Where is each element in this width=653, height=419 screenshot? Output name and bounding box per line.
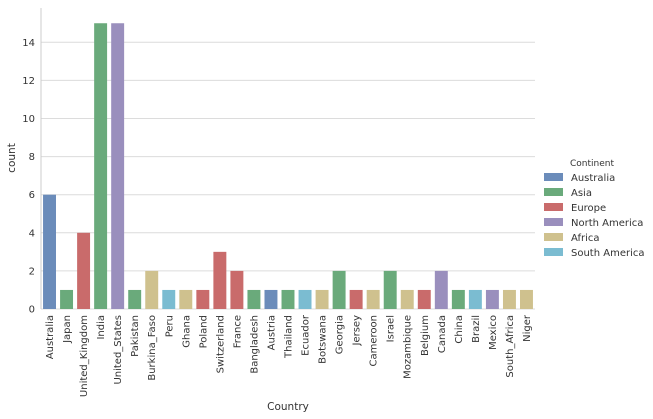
y-tick-label: 6 xyxy=(29,190,35,201)
bar-peru xyxy=(162,289,176,309)
bar-france xyxy=(230,270,244,309)
y-tick-label: 4 xyxy=(29,228,35,239)
x-tick-label: Niger xyxy=(522,314,533,342)
y-tick-label: 2 xyxy=(29,266,35,277)
x-tick-label: France xyxy=(232,315,243,348)
x-tick-label: Brazil xyxy=(471,315,482,343)
x-tick-label: Switzerland xyxy=(215,315,226,373)
x-tick-label: Mozambique xyxy=(403,315,414,379)
bar-pakistan xyxy=(128,289,142,309)
x-tick-label: Austria xyxy=(266,315,277,350)
legend-entry: Africa xyxy=(571,233,600,244)
bar-cameroon xyxy=(366,289,380,309)
legend-swatch-australia xyxy=(544,173,563,181)
bar-ghana xyxy=(179,289,193,309)
x-tick-label: Canada xyxy=(437,315,448,353)
bar-mozambique xyxy=(400,289,414,309)
bar-bangladesh xyxy=(247,289,261,309)
bar-china xyxy=(451,289,465,309)
bar-canada xyxy=(434,270,448,309)
x-tick-label: Burkina_Faso xyxy=(147,315,158,381)
y-axis-label: count xyxy=(6,143,18,173)
x-tick-label: Thailand xyxy=(284,315,295,359)
bar-united-states xyxy=(111,23,125,309)
bar-mexico xyxy=(485,289,499,309)
bar-switzerland xyxy=(213,251,227,309)
legend: Continent Australia Asia Europe North Ameri… xyxy=(544,159,645,259)
x-tick-label: Cameroon xyxy=(369,315,380,366)
legend-entry: North America xyxy=(571,218,643,229)
x-tick-label: United_States xyxy=(113,315,124,385)
x-tick-label: Pakistan xyxy=(130,315,141,357)
legend-swatch-asia xyxy=(544,188,563,196)
x-tick-label: Israel xyxy=(386,315,397,342)
x-tick-label: Belgium xyxy=(420,315,431,356)
y-tick-label: 14 xyxy=(22,38,35,49)
x-tick-label: United_Kingdom xyxy=(79,315,90,397)
x-tick-label: Mexico xyxy=(488,315,499,350)
x-tick-label: Bangladesh xyxy=(249,315,260,374)
bar-georgia xyxy=(332,270,346,309)
x-tick-label: Poland xyxy=(198,315,209,348)
legend-swatch-south-america xyxy=(544,248,563,256)
bar-belgium xyxy=(417,289,431,309)
bar-botswana xyxy=(315,289,329,309)
bars xyxy=(43,23,533,309)
bar-ecuador xyxy=(298,289,312,309)
x-tick-label: Georgia xyxy=(335,315,346,354)
bar-australia xyxy=(43,194,56,309)
legend-swatch-africa xyxy=(544,233,563,241)
bar-united-kingdom xyxy=(77,232,91,309)
x-tick-label: Ecuador xyxy=(301,314,312,356)
y-tick-label: 8 xyxy=(29,152,35,163)
legend-entry: South America xyxy=(571,248,645,259)
x-tick-labels: Australia Japan United_Kingdom India United_… xyxy=(45,314,533,397)
x-tick-label: Ghana xyxy=(181,315,192,348)
y-tick-labels: 0 2 4 6 8 10 12 14 xyxy=(22,38,35,316)
x-axis-label: Country xyxy=(267,401,309,413)
x-tick-label: India xyxy=(96,315,107,340)
x-tick-label: South_Africa xyxy=(505,315,516,378)
legend-entry: Australia xyxy=(571,173,615,184)
x-tick-label: Jersey xyxy=(352,315,363,347)
bar-brazil xyxy=(468,289,482,309)
y-tick-label: 10 xyxy=(22,114,35,125)
legend-entry: Europe xyxy=(571,203,606,214)
bar-israel xyxy=(383,270,397,309)
x-tick-label: Botswana xyxy=(318,315,329,364)
bar-thailand xyxy=(281,289,295,309)
legend-entry: Asia xyxy=(571,188,592,199)
bar-japan xyxy=(60,289,74,309)
y-tick-label: 0 xyxy=(29,305,35,316)
bar-austria xyxy=(264,289,278,309)
bar-jersey xyxy=(349,289,363,309)
x-tick-label: Japan xyxy=(62,315,73,344)
bar-niger xyxy=(520,289,533,309)
legend-title: Continent xyxy=(570,159,614,169)
legend-swatch-north-america xyxy=(544,218,563,226)
legend-swatch-europe xyxy=(544,203,563,211)
x-tick-label: China xyxy=(454,315,465,344)
x-tick-label: Australia xyxy=(45,315,56,359)
bar-poland xyxy=(196,289,210,309)
bar-burkina-faso xyxy=(145,270,159,309)
y-tick-label: 12 xyxy=(22,76,35,87)
bar-india xyxy=(94,23,108,309)
x-tick-label: Peru xyxy=(164,315,175,337)
bar-south-africa xyxy=(502,289,516,309)
